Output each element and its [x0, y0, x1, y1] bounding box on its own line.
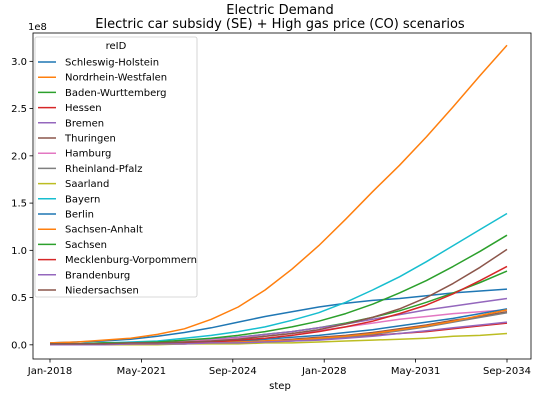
legend-label-12: Sachsen	[65, 240, 107, 251]
y-tick-label: 2.0	[11, 151, 27, 162]
legend-label-5: Thuringen	[64, 134, 116, 145]
plot-frame	[32, 32, 532, 360]
legend-label-7: Rheinland-Pfalz	[65, 164, 142, 175]
x-axis-label: step	[269, 381, 291, 392]
y-offset-label: 1e8	[28, 22, 47, 33]
y-axis-ticks: 0.0 0.5 1.0 1.5 2.0 2.5 3.0	[11, 57, 33, 351]
y-tick-label: 0.5	[11, 293, 27, 304]
chart-title: Electric Demand	[226, 3, 333, 18]
legend-label-6: Hamburg	[65, 149, 111, 160]
legend-label-13: Mecklenburg-Vorpommern	[65, 255, 197, 266]
x-tick-label: May-2021	[117, 366, 167, 377]
legend-label-11: Sachsen-Anhalt	[65, 225, 143, 236]
legend-label-10: Berlin	[65, 210, 94, 221]
legend-label-8: Saarland	[65, 179, 109, 190]
y-tick-label: 2.5	[11, 104, 27, 115]
series-lines	[49, 44, 508, 346]
legend-label-0: Schleswig-Holstein	[65, 58, 159, 69]
legend-box	[34, 36, 198, 298]
x-axis-ticks: Jan-2018 May-2021 Sep-2024 Jan-2028 May-2031…	[27, 359, 531, 377]
legend-label-4: Bremen	[65, 118, 104, 129]
legend-items: Schleswig-Holstein Nordrhein-Westfalen Bad…	[38, 58, 197, 297]
y-tick-label: 1.5	[11, 199, 27, 210]
legend: reID Schleswig-Holstein Nordrhein-Westfal…	[34, 36, 198, 298]
series-line-1	[49, 44, 508, 344]
legend-label-1: Nordrhein-Westfalen	[65, 73, 167, 84]
legend-label-3: Hessen	[65, 103, 102, 114]
y-tick-label: 3.0	[11, 57, 27, 68]
x-tick-label: Sep-2024	[209, 366, 257, 377]
y-tick-label: 0.0	[11, 340, 27, 351]
x-tick-label: Sep-2034	[483, 366, 531, 377]
x-tick-label: Jan-2028	[301, 366, 346, 377]
y-tick-label: 1.0	[11, 246, 27, 257]
legend-label-9: Bayern	[65, 194, 100, 205]
x-tick-label: May-2031	[391, 366, 441, 377]
x-tick-label: Jan-2018	[27, 366, 72, 377]
legend-title: reID	[106, 41, 127, 52]
chart-subtitle: Electric car subsidy (SE) + High gas pri…	[95, 17, 465, 32]
legend-label-15: Niedersachsen	[65, 286, 139, 297]
legend-label-14: Brandenburg	[65, 270, 130, 281]
series-line-15	[50, 248, 508, 345]
series-line-14	[50, 321, 508, 346]
legend-label-2: Baden-Wurttemberg	[65, 88, 167, 99]
